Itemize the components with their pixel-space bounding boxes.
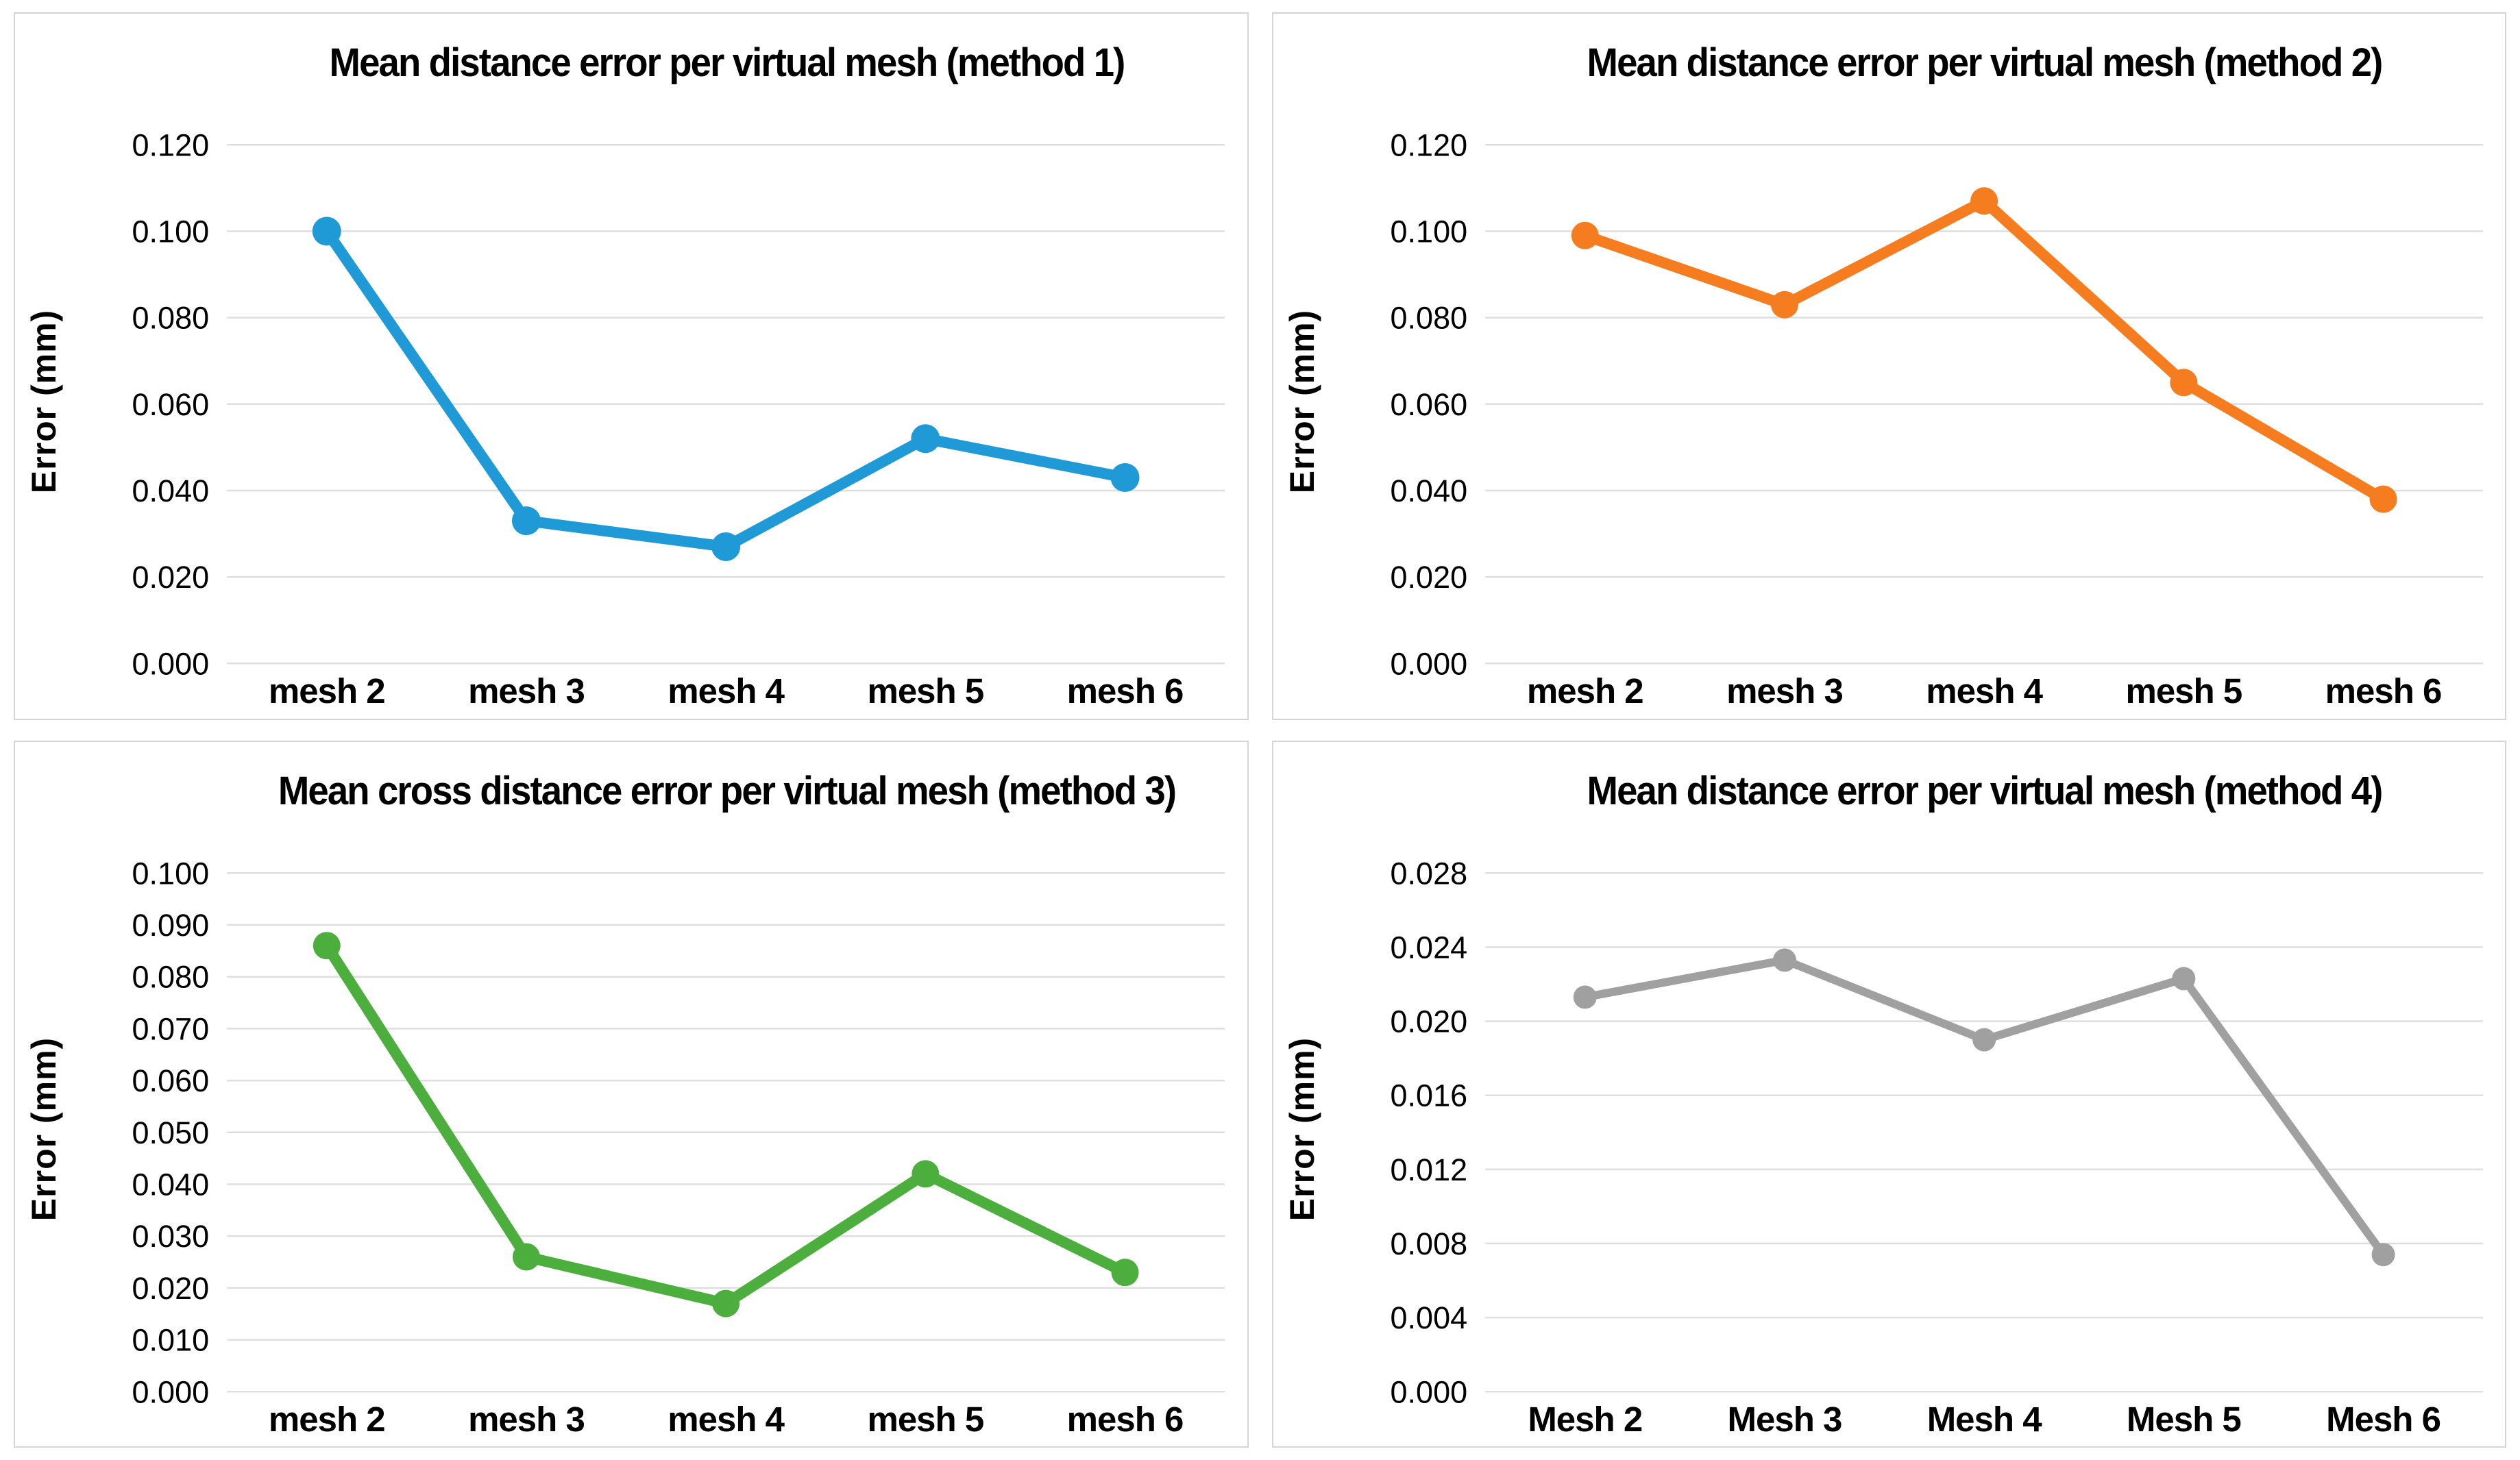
data-point-marker xyxy=(2369,485,2397,513)
y-tick-label: 0.024 xyxy=(1390,930,1467,965)
y-tick-label: 0.080 xyxy=(1390,301,1467,336)
x-category-label: mesh 5 xyxy=(867,1399,983,1438)
y-tick-label: 0.070 xyxy=(132,1011,210,1046)
x-category-label: Mesh 6 xyxy=(2326,1399,2441,1438)
x-category-label: mesh 6 xyxy=(1067,1399,1184,1438)
data-point-marker xyxy=(1571,221,1599,249)
y-tick-label: 0.020 xyxy=(132,1270,210,1305)
data-point-marker xyxy=(2171,966,2195,990)
x-category-label: mesh 3 xyxy=(468,1399,585,1438)
y-tick-label: 0.060 xyxy=(1390,387,1467,422)
data-point-marker xyxy=(1972,1028,1996,1052)
chart-panel-method-4: Mean distance error per virtual mesh (me… xyxy=(1271,740,2506,1448)
x-category-label: Mesh 2 xyxy=(1528,1399,1642,1438)
x-category-label: Mesh 3 xyxy=(1727,1399,1842,1438)
y-tick-label: 0.120 xyxy=(132,127,210,162)
data-point-marker xyxy=(312,216,341,246)
x-category-label: mesh 3 xyxy=(468,671,585,710)
chart-panel-method-1: Mean distance error per virtual mesh (me… xyxy=(14,12,1249,720)
data-point-marker xyxy=(1111,1258,1139,1286)
y-tick-label: 0.004 xyxy=(1390,1300,1467,1335)
data-point-marker xyxy=(1110,463,1140,493)
y-tick-label: 0.100 xyxy=(1390,214,1467,249)
data-point-marker xyxy=(1772,948,1796,972)
chart-title: Mean distance error per virtual mesh (me… xyxy=(329,40,1125,85)
y-tick-label: 0.100 xyxy=(132,856,210,891)
y-tick-label: 0.020 xyxy=(1390,1004,1467,1039)
y-tick-label: 0.040 xyxy=(132,1167,210,1202)
y-tick-label: 0.000 xyxy=(132,1374,210,1409)
y-tick-label: 0.090 xyxy=(132,907,210,942)
chart-title: Mean cross distance error per virtual me… xyxy=(278,768,1176,813)
data-point-marker xyxy=(911,424,940,454)
x-category-label: Mesh 4 xyxy=(1926,1399,2042,1438)
x-category-label: mesh 6 xyxy=(1067,671,1184,710)
line-chart-method-2: 0.120 0.100 0.080 0.060 0.040 0.020 0.000 mesh … xyxy=(1390,127,2483,710)
chart-panel-method-3: Mean cross distance error per virtual me… xyxy=(14,740,1249,1448)
y-tick-label: 0.016 xyxy=(1390,1078,1467,1113)
y-tick-label: 0.000 xyxy=(132,646,210,681)
chart-title: Mean distance error per virtual mesh (me… xyxy=(1587,768,2384,813)
data-point-marker xyxy=(511,506,541,536)
data-point-marker xyxy=(711,532,741,561)
x-category-label: mesh 6 xyxy=(2325,671,2441,710)
data-point-marker xyxy=(2371,1242,2395,1266)
y-tick-label: 0.080 xyxy=(132,301,210,336)
y-tick-label: 0.100 xyxy=(132,214,210,249)
y-tick-label: 0.050 xyxy=(132,1115,210,1150)
y-tick-label: 0.060 xyxy=(132,1063,210,1098)
data-point-marker xyxy=(1573,985,1597,1009)
x-category-label: mesh 5 xyxy=(867,671,983,710)
y-tick-label: 0.060 xyxy=(132,387,210,422)
y-tick-label: 0.000 xyxy=(1390,646,1467,681)
y-tick-label: 0.008 xyxy=(1390,1226,1467,1261)
x-category-label: Mesh 5 xyxy=(2126,1399,2240,1438)
data-point-marker xyxy=(2169,369,2197,397)
y-tick-label: 0.040 xyxy=(132,473,210,508)
y-tick-label: 0.030 xyxy=(132,1219,210,1254)
y-tick-label: 0.000 xyxy=(1390,1374,1467,1409)
x-category-label: mesh 2 xyxy=(269,1399,385,1438)
line-chart-method-4: 0.028 0.024 0.020 0.016 0.012 0.008 0.004 0.000… xyxy=(1390,856,2483,1438)
line-chart-method-1: 0.120 0.100 0.080 0.060 0.040 0.020 0.000 mesh … xyxy=(132,127,1225,710)
data-point-marker xyxy=(712,1289,740,1317)
y-tick-label: 0.028 xyxy=(1390,856,1467,891)
x-category-label: mesh 4 xyxy=(668,671,785,710)
chart-panel-method-2: Mean distance error per virtual mesh (me… xyxy=(1271,12,2506,720)
y-tick-label: 0.012 xyxy=(1390,1152,1467,1187)
y-tick-label: 0.010 xyxy=(132,1322,210,1357)
data-point-marker xyxy=(512,1242,540,1270)
y-tick-label: 0.040 xyxy=(1390,473,1467,508)
x-category-label: mesh 4 xyxy=(1926,671,2043,710)
y-tick-label: 0.020 xyxy=(1390,560,1467,595)
x-category-label: mesh 4 xyxy=(668,1399,785,1438)
y-tick-label: 0.020 xyxy=(132,560,210,595)
data-point-marker xyxy=(1970,187,1998,215)
data-point-marker xyxy=(313,931,341,959)
y-tick-label: 0.080 xyxy=(132,959,210,994)
y-tick-label: 0.120 xyxy=(1390,127,1467,162)
line-chart-method-3: 0.100 0.090 0.080 0.070 0.060 0.050 0.040 0.030… xyxy=(132,856,1225,1438)
x-category-label: mesh 3 xyxy=(1726,671,1843,710)
x-category-label: mesh 2 xyxy=(1526,671,1643,710)
chart-title: Mean distance error per virtual mesh (me… xyxy=(1587,40,2384,85)
data-point-marker xyxy=(1770,290,1798,319)
x-category-label: mesh 5 xyxy=(2125,671,2242,710)
x-category-label: mesh 2 xyxy=(269,671,385,710)
data-point-marker xyxy=(912,1159,940,1187)
